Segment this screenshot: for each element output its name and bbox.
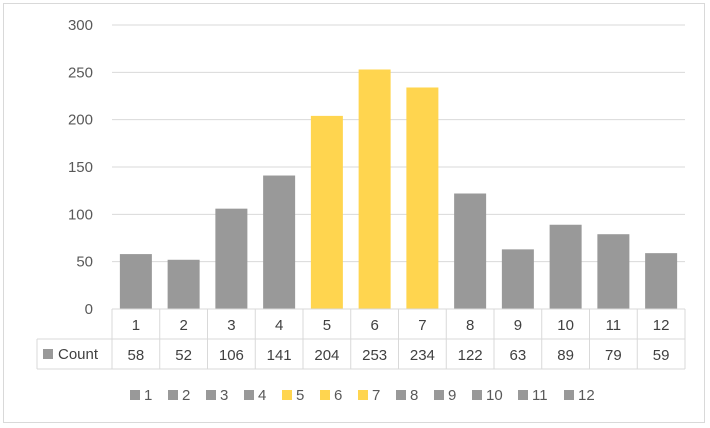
x-tick-label: 7 — [418, 317, 426, 334]
y-tick-label: 300 — [68, 17, 93, 34]
legend-swatch — [244, 390, 254, 400]
bar — [215, 208, 248, 309]
legend-label: 11 — [532, 387, 548, 404]
y-tick-label: 100 — [68, 206, 93, 223]
bar — [501, 249, 534, 309]
data-label: 79 — [605, 347, 622, 364]
legend-swatch — [320, 390, 330, 400]
bar — [454, 193, 487, 309]
legend-label: 1 — [144, 387, 152, 404]
data-label: 58 — [128, 347, 145, 364]
legend-label: 9 — [448, 387, 456, 404]
x-tick-label: 12 — [653, 317, 670, 334]
legend-swatch — [206, 390, 216, 400]
x-tick-label: 10 — [557, 317, 574, 334]
legend-swatch — [168, 390, 178, 400]
y-tick-label: 200 — [68, 112, 93, 129]
x-tick-label: 6 — [370, 317, 378, 334]
data-label: 106 — [219, 347, 244, 364]
bar — [263, 175, 296, 309]
bar — [310, 115, 343, 309]
bar — [119, 254, 152, 309]
data-label: 234 — [410, 347, 435, 364]
data-label: 204 — [314, 347, 339, 364]
data-label: 122 — [458, 347, 483, 364]
bar — [358, 69, 391, 309]
x-tick-label: 2 — [179, 317, 187, 334]
legend-label: 4 — [258, 387, 266, 404]
data-label: 89 — [557, 347, 574, 364]
legend-swatch — [518, 390, 528, 400]
legend-label: 8 — [410, 387, 418, 404]
bar — [406, 87, 439, 309]
x-tick-label: 11 — [606, 317, 622, 334]
data-label: 141 — [267, 347, 292, 364]
legend-label: 5 — [296, 387, 304, 404]
y-tick-label: 50 — [76, 254, 93, 271]
bar — [167, 259, 200, 309]
data-label: 52 — [175, 347, 192, 364]
data-label: 59 — [653, 347, 670, 364]
legend-swatch — [130, 390, 140, 400]
x-tick-label: 9 — [514, 317, 522, 334]
x-tick-label: 8 — [466, 317, 474, 334]
bar — [645, 253, 678, 309]
chart-frame — [3, 3, 705, 423]
legend-swatch — [434, 390, 444, 400]
y-tick-label: 150 — [68, 159, 93, 176]
x-tick-label: 4 — [275, 317, 283, 334]
legend-swatch — [282, 390, 292, 400]
legend-label: 2 — [182, 387, 190, 404]
legend-label: 10 — [486, 387, 503, 404]
legend-swatch — [472, 390, 482, 400]
table-row-label: Count — [58, 346, 99, 363]
x-tick-label: 3 — [227, 317, 235, 334]
y-tick-label: 250 — [68, 64, 93, 81]
x-tick-label: 1 — [132, 317, 140, 334]
data-label: 253 — [362, 347, 387, 364]
x-tick-label: 5 — [323, 317, 331, 334]
bar — [549, 224, 582, 309]
legend-swatch — [564, 390, 574, 400]
legend-label: 7 — [372, 387, 380, 404]
bar — [597, 234, 630, 309]
legend-label: 6 — [334, 387, 342, 404]
legend-swatch — [358, 390, 368, 400]
legend-label: 3 — [220, 387, 228, 404]
legend-swatch — [396, 390, 406, 400]
table-legend-swatch — [43, 349, 53, 359]
y-tick-label: 0 — [85, 301, 93, 318]
data-label: 63 — [510, 347, 527, 364]
legend-label: 12 — [578, 387, 595, 404]
